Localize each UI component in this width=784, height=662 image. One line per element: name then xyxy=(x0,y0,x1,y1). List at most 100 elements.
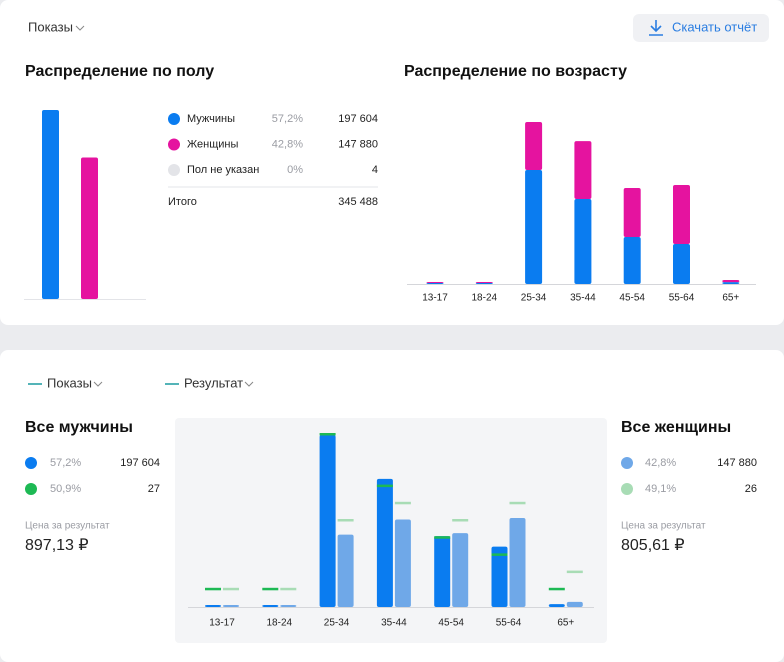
result-cap xyxy=(548,587,565,591)
row-share: 57,2% xyxy=(272,113,303,125)
count: 197 604 xyxy=(120,457,160,469)
bar-segment xyxy=(475,281,493,283)
result-cap xyxy=(376,484,393,488)
bar-segment xyxy=(525,169,543,284)
legend-results[interactable]: Результат xyxy=(184,375,243,390)
bar xyxy=(394,519,411,607)
share: 49,1% xyxy=(645,483,676,495)
bar xyxy=(223,605,239,607)
result-cap xyxy=(280,587,297,591)
count: 27 xyxy=(148,483,160,495)
total-label: Итого xyxy=(168,196,197,208)
result-cap xyxy=(394,501,411,505)
x-tick-label: 18-24 xyxy=(472,293,498,304)
caret xyxy=(75,25,85,31)
result-cap xyxy=(452,519,469,522)
share: 57,2% xyxy=(50,457,81,469)
bar xyxy=(491,546,508,607)
legend-dot xyxy=(621,483,633,495)
bar xyxy=(548,604,565,607)
x-tick-label: 45-54 xyxy=(438,618,464,629)
x-tick-label: 55-64 xyxy=(496,618,522,629)
result-cap xyxy=(223,587,239,591)
price: 805,61 ₽ xyxy=(621,537,685,554)
x-tick-label: 35-44 xyxy=(381,618,407,629)
legend-dot xyxy=(25,483,37,495)
caret xyxy=(93,381,103,387)
x-tick-label: 35-44 xyxy=(570,293,596,304)
bar-segment xyxy=(673,243,690,284)
result-cap xyxy=(434,536,451,539)
bar-segment xyxy=(426,281,444,283)
result-cap xyxy=(337,519,354,522)
x-tick-label: 55-64 xyxy=(669,293,695,304)
bar-segment xyxy=(623,237,641,284)
bar xyxy=(376,478,393,607)
x-tick-label: 65+ xyxy=(722,293,739,304)
bar-segment xyxy=(574,141,592,200)
row-name: Мужчины xyxy=(187,113,235,125)
gender-bar xyxy=(42,110,59,299)
row-name: Пол не указан xyxy=(187,164,259,176)
x-tick-label: 18-24 xyxy=(267,618,293,629)
bar xyxy=(262,605,279,607)
total-count: 345 488 xyxy=(338,196,378,208)
bar xyxy=(205,605,221,607)
bar-segment xyxy=(722,282,740,284)
block-title: Все мужчины xyxy=(25,419,133,436)
row-share: 42,8% xyxy=(272,138,303,150)
row-count: 4 xyxy=(372,164,378,176)
price-label: Цена за результат xyxy=(25,521,110,532)
x-tick-label: 13-17 xyxy=(422,293,448,304)
metric-select[interactable]: Показы xyxy=(28,19,73,34)
bar-segment xyxy=(673,184,690,244)
result-cap xyxy=(491,553,508,556)
age-title: Распределение по возрасту xyxy=(404,63,627,80)
legend-impressions[interactable]: Показы xyxy=(47,375,92,390)
row-count: 197 604 xyxy=(338,113,378,125)
share: 50,9% xyxy=(50,483,81,495)
bar xyxy=(452,533,469,607)
x-tick-label: 13-17 xyxy=(209,618,235,629)
legend-dot xyxy=(25,457,37,469)
price-label: Цена за результат xyxy=(621,521,706,532)
x-tick-label: 25-34 xyxy=(324,618,350,629)
row-share: 0% xyxy=(287,164,303,176)
bar xyxy=(509,518,526,607)
block-title: Все женщины xyxy=(621,419,731,436)
bar xyxy=(319,435,336,607)
download-icon xyxy=(649,20,663,36)
gender-title: Распределение по полу xyxy=(25,63,214,80)
price: 897,13 ₽ xyxy=(25,537,89,554)
legend-dot xyxy=(168,164,180,176)
row-name: Женщины xyxy=(187,138,238,150)
legend-dot xyxy=(168,113,180,125)
download-button[interactable] xyxy=(633,14,769,42)
bar-segment xyxy=(525,122,543,170)
bar-segment xyxy=(574,199,592,284)
bar-segment xyxy=(722,280,740,283)
bar-segment xyxy=(623,188,641,238)
result-cap xyxy=(205,587,221,591)
caret xyxy=(244,381,254,387)
legend-dot xyxy=(168,138,180,151)
result-cap xyxy=(319,433,336,436)
bar-segment xyxy=(426,282,444,284)
x-tick-label: 45-54 xyxy=(619,293,645,304)
bar xyxy=(280,605,297,607)
bar xyxy=(566,601,583,607)
download-label[interactable]: Скачать отчёт xyxy=(672,19,757,34)
bar-segment xyxy=(475,282,493,284)
gender-bar xyxy=(81,157,98,299)
x-tick-label: 25-34 xyxy=(521,293,547,304)
share: 42,8% xyxy=(645,457,676,469)
result-cap xyxy=(262,587,279,591)
result-cap xyxy=(509,501,526,505)
x-tick-label: 65+ xyxy=(557,618,574,629)
bar xyxy=(337,534,354,607)
count: 147 880 xyxy=(717,457,757,469)
count: 26 xyxy=(745,483,757,495)
top-card xyxy=(0,0,784,325)
